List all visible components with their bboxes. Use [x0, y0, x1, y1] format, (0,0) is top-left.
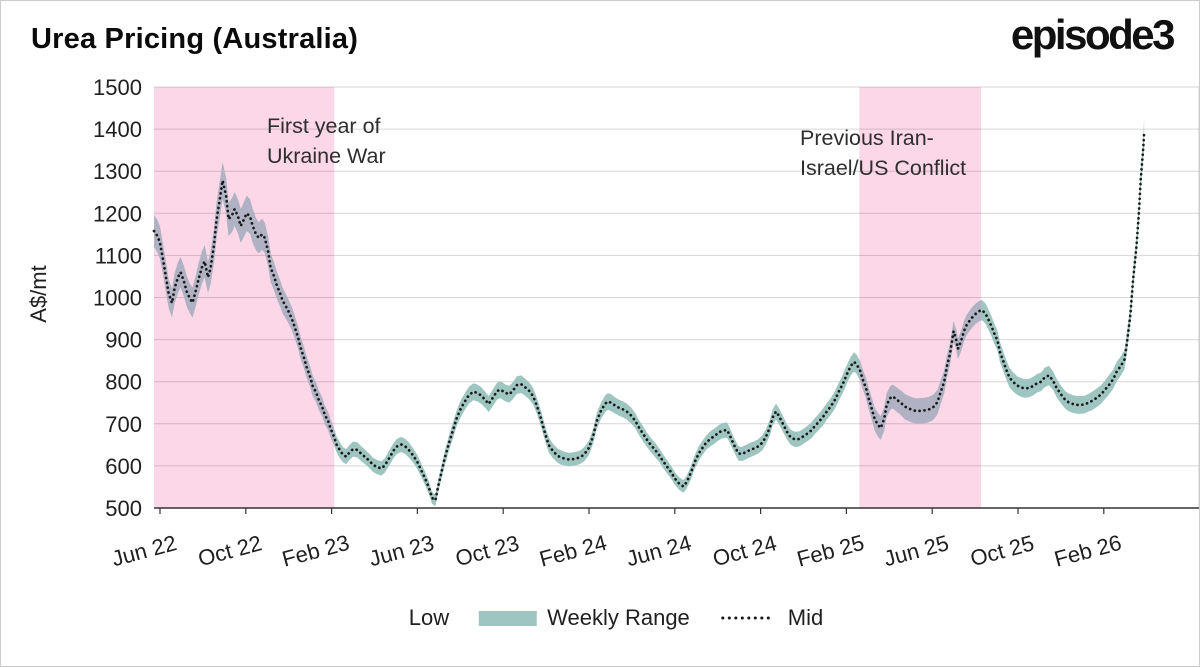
chart-legend: Low Weekly Range Mid — [409, 605, 823, 631]
x-tick-label: Feb 25 — [794, 530, 867, 572]
x-tick-label: Jun 25 — [881, 530, 951, 571]
y-tick-label: 1000 — [93, 286, 142, 311]
x-tick-label: Feb 24 — [537, 530, 610, 572]
weekly-range-band-tinted — [154, 117, 982, 507]
legend-item-mid: Mid — [720, 605, 823, 631]
x-tick-label: Feb 23 — [279, 530, 352, 572]
x-tick-label: Jun 22 — [109, 530, 179, 571]
mid-line-swatch — [721, 616, 777, 620]
x-tick-label: Oct 25 — [968, 530, 1037, 571]
mid-line — [152, 131, 1146, 503]
y-tick-label: 700 — [105, 412, 142, 437]
x-tick-label: Jun 23 — [366, 530, 436, 571]
annotation-ukraine-war: First year of Ukraine War — [267, 114, 386, 168]
page-title: Urea Pricing (Australia) — [31, 23, 359, 55]
y-tick-label: 900 — [105, 328, 142, 353]
weekly-range-swatch — [479, 610, 538, 626]
y-tick-label: 1100 — [95, 243, 142, 268]
y-tick-label: 800 — [105, 370, 142, 395]
y-tick-label: 1300 — [93, 159, 142, 184]
legend-item-weekly-range: Weekly Range — [479, 605, 690, 631]
annotation-iran-israel-conflict: Previous Iran- Israel/US Conflict — [800, 126, 967, 180]
x-tick-label: Oct 22 — [195, 530, 264, 571]
y-tick-label: 600 — [105, 454, 142, 479]
legend-item-low: Low — [409, 605, 449, 631]
y-tick-label: 1200 — [93, 201, 142, 226]
y-axis-label: A$/mt — [26, 265, 51, 323]
x-tick-label: Oct 24 — [710, 530, 779, 571]
legend-label-weekly-range: Weekly Range — [547, 605, 690, 630]
highlight-region — [154, 87, 335, 508]
x-tick-label: Oct 23 — [453, 530, 522, 571]
legend-label-low: Low — [408, 605, 450, 630]
y-tick-label: 1400 — [93, 117, 142, 142]
x-tick-label: Feb 26 — [1052, 530, 1125, 572]
episode3-logo: episode3 — [1010, 11, 1176, 58]
y-tick-label: 1500 — [93, 75, 142, 100]
x-tick-label: Jun 24 — [624, 530, 694, 571]
legend-label-mid: Mid — [787, 605, 824, 630]
y-tick-label: 500 — [105, 496, 142, 521]
